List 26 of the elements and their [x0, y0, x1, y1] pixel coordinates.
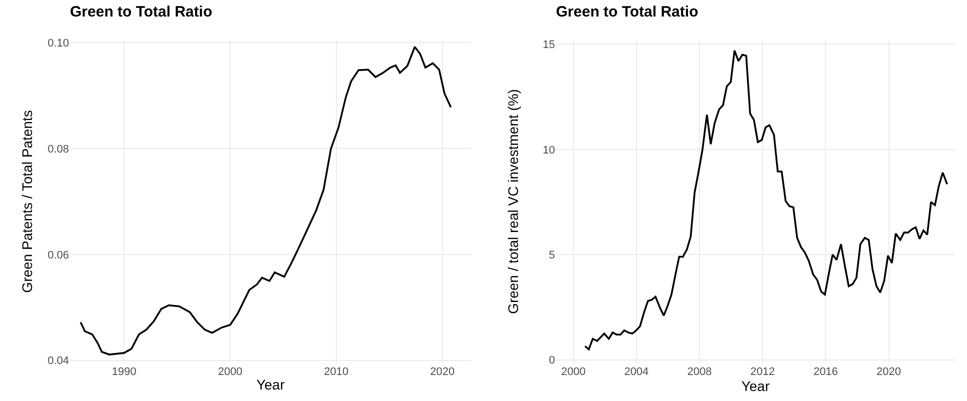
chart-title: Green to Total Ratio	[556, 4, 698, 21]
y-tick-label: 10	[542, 144, 555, 156]
line-series	[584, 50, 948, 350]
y-tick-label: 0.06	[48, 249, 69, 262]
x-tick-label: 2020	[876, 366, 901, 378]
x-tick-label: 2012	[750, 366, 775, 378]
chart-title: Green to Total Ratio	[70, 4, 212, 21]
x-tick-label: 2010	[324, 366, 349, 378]
y-tick-label: 0.10	[48, 38, 69, 50]
x-tick-label: 2000	[218, 366, 242, 378]
y-tick-label: 0	[548, 354, 555, 367]
y-axis-title: Green / total real VC investment (%)	[505, 89, 521, 314]
x-axis-title: Year	[256, 376, 285, 392]
y-tick-label: 0.04	[48, 355, 69, 368]
line-series	[80, 46, 452, 356]
x-axis-title: Year	[741, 378, 770, 394]
x-tick-label: 2008	[687, 366, 712, 378]
x-tick-label: 2020	[430, 366, 455, 378]
x-tick-label: 1990	[112, 366, 136, 378]
y-tick-label: 0.08	[48, 143, 69, 156]
x-tick-label: 2016	[813, 366, 838, 378]
y-axis-title: Green Patents / Total Patents	[19, 110, 35, 293]
y-tick-label: 5	[548, 249, 555, 262]
y-tick-label: 15	[542, 39, 555, 52]
x-tick-label: 2000	[561, 366, 586, 378]
x-tick-label: 2004	[624, 366, 649, 378]
